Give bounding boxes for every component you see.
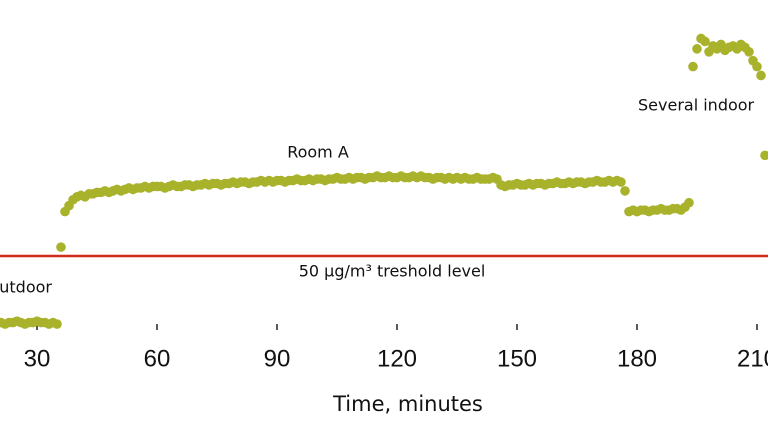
data-point [756,70,766,81]
data-point [56,242,66,252]
data-point [760,150,768,161]
x-tick-label: 120 [377,345,417,372]
x-tick-label: 90 [264,345,291,372]
x-tick-label: 210 [737,345,768,372]
data-point [52,319,62,329]
annotation: Several indoor [638,96,755,115]
data-point [744,46,754,57]
data-point [688,61,698,72]
data-point [616,177,626,187]
x-tick-label: 30 [24,345,51,372]
data-point [700,36,710,47]
data-point [684,197,694,208]
x-tick-label: 180 [617,345,657,372]
data-point [752,61,762,72]
x-tick-label: 150 [497,345,537,372]
x-tick-label: 60 [144,345,171,372]
data-point [620,186,630,196]
x-axis-label: Time, minutes [332,392,483,416]
annotation: Outdoor [0,278,52,297]
data-point [692,44,702,54]
threshold-label: 50 µg/m³ treshold level [299,262,486,281]
annotation: Room A [287,143,349,162]
